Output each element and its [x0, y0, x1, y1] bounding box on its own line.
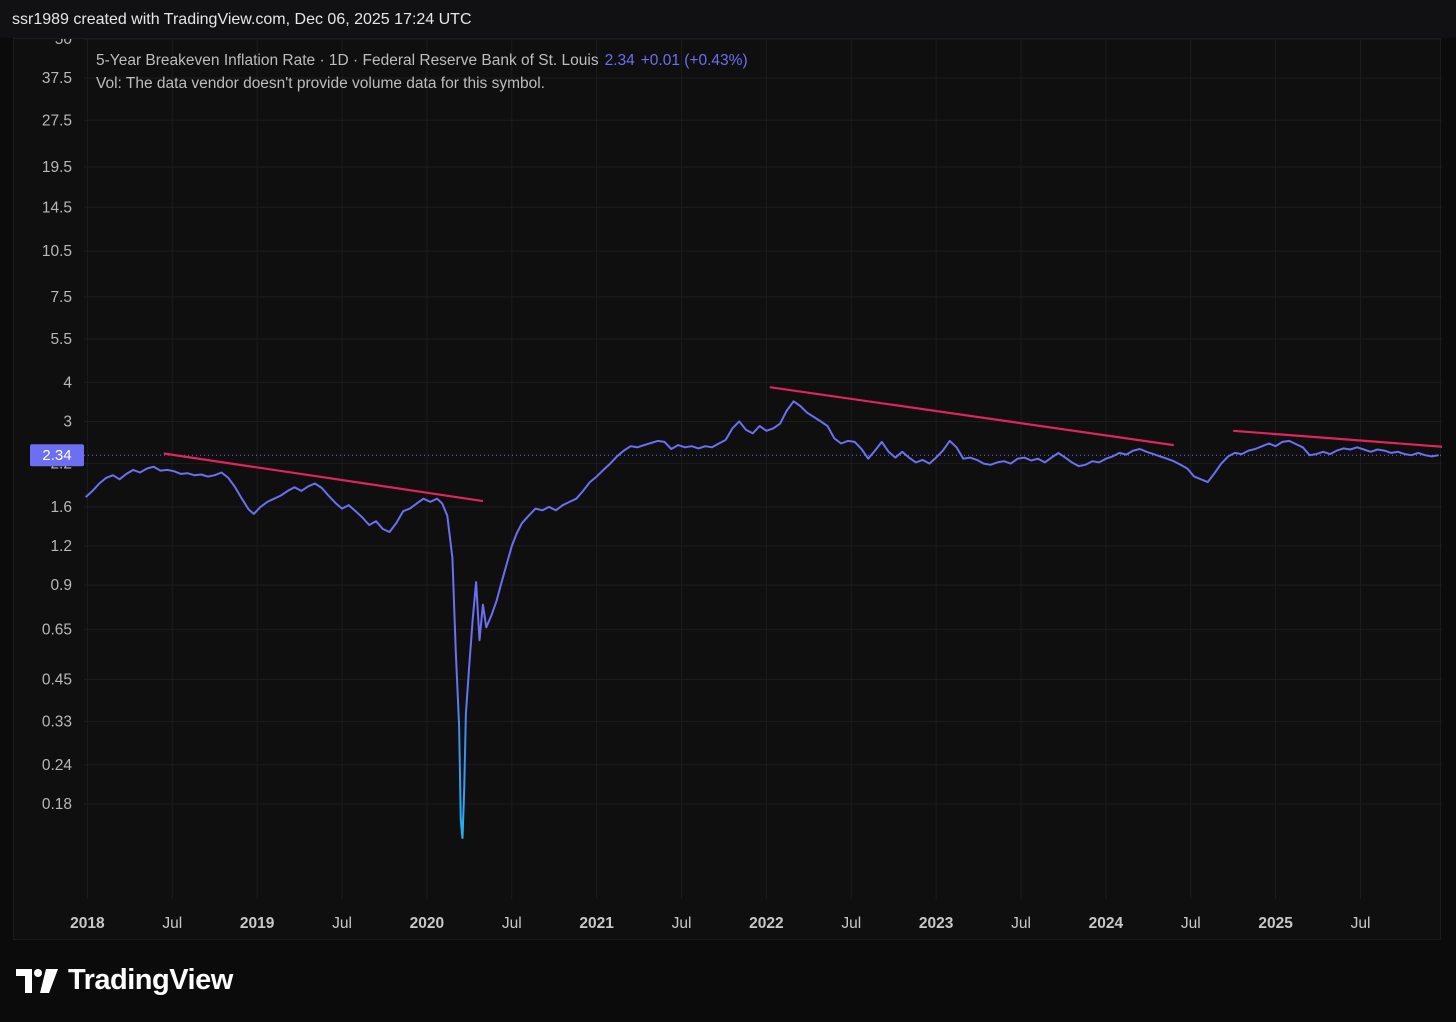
tradingview-logo-text: TradingView: [68, 964, 233, 996]
y-tick-label: 50: [55, 39, 73, 48]
y-tick-label: 0.65: [42, 621, 72, 638]
y-tick-label: 0.45: [42, 671, 72, 688]
y-tick-label: 37.5: [42, 70, 72, 87]
trendline[interactable]: [1233, 429, 1442, 448]
trendline[interactable]: [769, 386, 1174, 447]
x-tick-label: Jul: [841, 915, 861, 932]
y-tick-label: 7.5: [50, 289, 72, 306]
y-tick-label: 4: [63, 374, 72, 391]
x-tick-label: Jul: [1351, 915, 1371, 932]
y-tick-label: 14.5: [42, 199, 72, 216]
x-tick-label: 2025: [1258, 915, 1293, 932]
y-tick-label: 5.5: [50, 331, 72, 348]
x-tick-label: 2023: [919, 915, 954, 932]
attribution-bar: ssr1989 created with TradingView.com, De…: [0, 0, 1456, 38]
price-chart[interactable]: 5037.527.519.514.510.57.55.5432.21.61.20…: [14, 39, 1442, 941]
x-tick-label: 2021: [579, 915, 614, 932]
series-line: [85, 400, 1439, 839]
legend: 5-Year Breakeven Inflation Rate · 1D · F…: [96, 49, 748, 95]
last-price-badge: 2.34: [30, 444, 84, 467]
legend-symbol-row: 5-Year Breakeven Inflation Rate · 1D · F…: [96, 49, 748, 72]
footer: TradingView: [0, 940, 1456, 1022]
x-tick-label: Jul: [502, 915, 522, 932]
chart-pane[interactable]: 5037.527.519.514.510.57.55.5432.21.61.20…: [13, 38, 1442, 941]
time-axis[interactable]: 2018 Jul 2019 Jul 2020 Jul 2021 Jul 2022 Jul 2023 J…: [70, 915, 1370, 932]
x-tick-label: Jul: [332, 915, 352, 932]
price-axis[interactable]: 5037.527.519.514.510.57.55.5432.21.61.20…: [42, 39, 73, 813]
y-tick-label: 0.24: [42, 757, 73, 774]
x-tick-label: 2019: [240, 915, 275, 932]
attribution-text: ssr1989 created with TradingView.com, De…: [12, 11, 472, 28]
trendlines[interactable]: [163, 386, 1442, 503]
last-price-label: 2.34: [42, 447, 71, 464]
trendline[interactable]: [163, 452, 484, 503]
x-tick-label: Jul: [672, 915, 692, 932]
legend-symbol[interactable]: 5-Year Breakeven Inflation Rate · 1D · F…: [96, 52, 599, 69]
y-tick-label: 0.9: [50, 577, 72, 594]
x-tick-label: 2020: [410, 915, 444, 932]
x-tick-label: 2022: [749, 915, 783, 932]
y-tick-label: 1.2: [50, 538, 72, 555]
y-tick-label: 1.6: [50, 499, 72, 516]
y-tick-label: 3: [63, 413, 72, 430]
y-tick-label: 0.18: [42, 796, 72, 813]
y-tick-label: 0.33: [42, 713, 72, 730]
y-tick-label: 19.5: [42, 159, 72, 176]
x-tick-label: 2018: [70, 915, 105, 932]
x-tick-label: Jul: [1011, 915, 1031, 932]
x-tick-label: Jul: [162, 915, 182, 932]
tradingview-logo-icon: [16, 968, 58, 993]
grid-lines: [84, 39, 1442, 899]
x-tick-label: 2024: [1089, 915, 1124, 932]
legend-last-value: 2.34: [604, 52, 635, 69]
y-tick-label: 10.5: [42, 243, 72, 260]
tradingview-logo[interactable]: TradingView: [16, 964, 233, 997]
x-tick-label: Jul: [1181, 915, 1201, 932]
legend-volume-note: Vol: The data vendor doesn't provide vol…: [96, 75, 545, 92]
y-tick-label: 27.5: [42, 112, 72, 129]
legend-change: +0.01 (+0.43%): [640, 52, 748, 69]
